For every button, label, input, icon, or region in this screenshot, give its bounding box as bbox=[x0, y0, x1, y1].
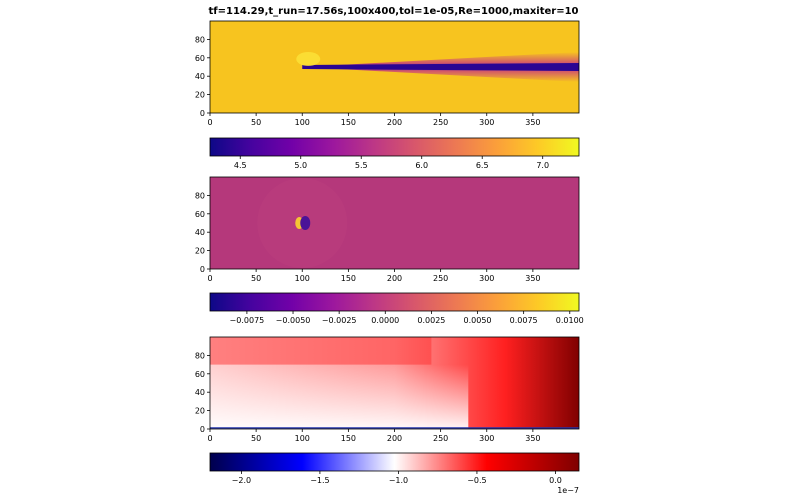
x-tick-label: 200 bbox=[387, 434, 402, 443]
x-tick-label: 250 bbox=[433, 434, 448, 443]
y-tick-label: 80 bbox=[195, 191, 205, 200]
y-tick-label: 20 bbox=[195, 247, 205, 256]
y-tick-label: 80 bbox=[195, 351, 205, 360]
figure-title: tf=114.29,t_run=17.56s,100x400,tol=1e-05… bbox=[208, 6, 579, 17]
colorbar-tick-label: −0.5 bbox=[467, 476, 486, 485]
colorbar-1 bbox=[209, 137, 580, 157]
x-tick-label: 50 bbox=[251, 434, 261, 443]
x-tick-label: 350 bbox=[525, 434, 540, 443]
colorbar-2 bbox=[209, 292, 580, 312]
x-tick-label: 100 bbox=[295, 118, 310, 127]
heatmap-field-3 bbox=[210, 337, 579, 429]
colorbar-tick-label: −2.0 bbox=[232, 476, 251, 485]
x-tick-label: 300 bbox=[479, 434, 494, 443]
colorbar-3 bbox=[209, 452, 580, 472]
colorbar-tick-label: 0.0025 bbox=[417, 316, 445, 325]
x-tick-label: 350 bbox=[525, 274, 540, 283]
panel-3: 0 50 100 150 200 250 300 350 0 20 40 60 80 −2.0 −1.5 −1… bbox=[195, 336, 580, 495]
colorbar-tick-label: 0.0000 bbox=[371, 316, 399, 325]
x-tick-label: 0 bbox=[207, 118, 212, 127]
x-tick-label: 200 bbox=[387, 118, 402, 127]
y-tick-label: 20 bbox=[195, 91, 205, 100]
colorbar-tick-label: 0.0050 bbox=[464, 316, 492, 325]
x-tick-label: 200 bbox=[387, 274, 402, 283]
colorbar-tick-label: −0.0025 bbox=[322, 316, 357, 325]
colorbar-tick-label: 0.0 bbox=[549, 476, 562, 485]
y-tick-label: 60 bbox=[195, 370, 205, 379]
y-tick-label: 0 bbox=[200, 265, 205, 274]
x-tick-label: 50 bbox=[251, 118, 261, 127]
x-tick-label: 100 bbox=[295, 274, 310, 283]
colorbar-tick-label: 5.0 bbox=[294, 161, 307, 170]
y-tick-label: 60 bbox=[195, 210, 205, 219]
colorbar-tick-label: 0.0100 bbox=[556, 316, 584, 325]
y-tick-label: 40 bbox=[195, 72, 205, 81]
panel-1: 0 50 100 150 200 250 300 350 0 20 40 60 80 4.5 5.0 5.5 6… bbox=[195, 20, 580, 170]
colorbar-tick-label: 4.5 bbox=[234, 161, 247, 170]
x-tick-label: 150 bbox=[341, 274, 356, 283]
heatmap-field-2 bbox=[210, 177, 579, 269]
x-tick-label: 250 bbox=[433, 118, 448, 127]
x-tick-label: 150 bbox=[341, 434, 356, 443]
colorbar-tick-label: −0.0050 bbox=[276, 316, 311, 325]
y-tick-label: 20 bbox=[195, 407, 205, 416]
y-tick-label: 40 bbox=[195, 228, 205, 237]
x-tick-label: 100 bbox=[295, 434, 310, 443]
x-tick-label: 0 bbox=[207, 274, 212, 283]
x-tick-label: 150 bbox=[341, 118, 356, 127]
panel-2: 0 50 100 150 200 250 300 350 0 20 40 60 80 −0.0075 −0.… bbox=[195, 176, 584, 325]
colorbar-tick-label: 7.0 bbox=[536, 161, 549, 170]
colorbar-tick-label: −1.5 bbox=[310, 476, 329, 485]
x-tick-label: 300 bbox=[479, 274, 494, 283]
x-tick-label: 50 bbox=[251, 274, 261, 283]
x-tick-label: 300 bbox=[479, 118, 494, 127]
colorbar-tick-label: 6.5 bbox=[476, 161, 489, 170]
colorbar-tick-label: −0.0075 bbox=[230, 316, 265, 325]
y-tick-label: 0 bbox=[200, 109, 205, 118]
colorbar-tick-label: −1.0 bbox=[389, 476, 408, 485]
colorbar-offset-label: 1e−7 bbox=[557, 486, 579, 495]
heatmap-field-1 bbox=[210, 21, 579, 113]
x-tick-label: 0 bbox=[207, 434, 212, 443]
y-tick-label: 60 bbox=[195, 54, 205, 63]
x-tick-label: 250 bbox=[433, 274, 448, 283]
y-tick-label: 80 bbox=[195, 35, 205, 44]
colorbar-tick-label: 5.5 bbox=[355, 161, 368, 170]
y-tick-label: 40 bbox=[195, 388, 205, 397]
y-tick-label: 0 bbox=[200, 425, 205, 434]
colorbar-tick-label: 0.0075 bbox=[510, 316, 538, 325]
x-tick-label: 350 bbox=[525, 118, 540, 127]
colorbar-tick-label: 6.0 bbox=[415, 161, 428, 170]
